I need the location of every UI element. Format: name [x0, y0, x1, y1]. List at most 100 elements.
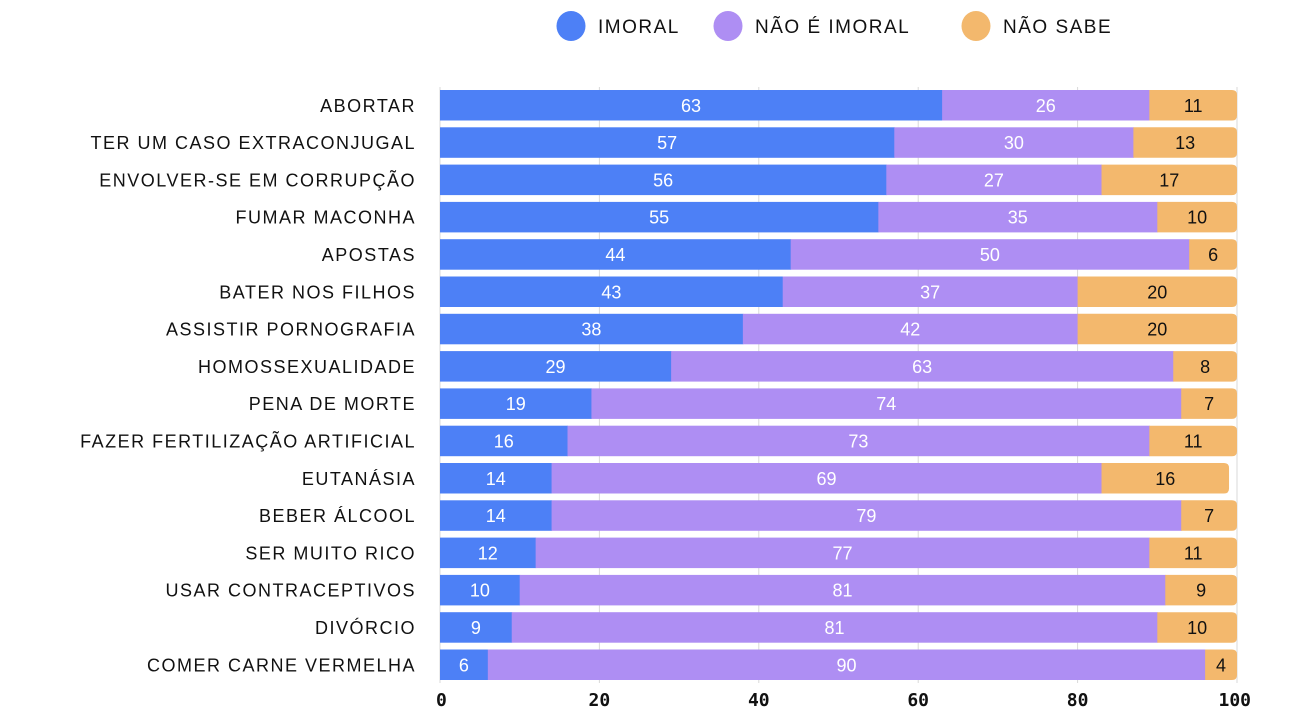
data-label: 44 — [605, 245, 625, 265]
bar-segment — [440, 388, 592, 419]
data-label: 81 — [824, 618, 844, 638]
bar-segment — [782, 276, 1079, 307]
category-label: SER MUITO RICO — [245, 543, 416, 563]
bar-segment — [519, 574, 1166, 606]
bar-segment — [440, 649, 489, 680]
category-label: DIVÓRCIO — [315, 617, 416, 638]
category-label: USAR CONTRACEPTIVOS — [165, 581, 416, 601]
data-label: 7 — [1204, 394, 1214, 414]
data-label: 43 — [601, 282, 621, 302]
bar-segment — [1181, 388, 1237, 419]
data-label: 14 — [486, 506, 506, 526]
bar-segment — [440, 90, 943, 121]
x-tick-label: 80 — [1067, 690, 1089, 711]
category-label: ENVOLVER-SE EM CORRUPÇÃO — [99, 169, 416, 190]
data-label: 38 — [581, 320, 601, 340]
data-label: 20 — [1147, 320, 1167, 340]
data-label: 30 — [1004, 133, 1024, 153]
bar-segment — [790, 239, 1190, 270]
bar-segment — [567, 425, 1150, 457]
data-label: 10 — [1187, 208, 1207, 228]
category-label: FAZER FERTILIZAÇÃO ARTIFICIAL — [80, 430, 416, 451]
bar-segment — [440, 612, 513, 643]
category-label: COMER CARNE VERMELHA — [147, 655, 416, 675]
data-label: 20 — [1147, 282, 1167, 302]
category-label: FUMAR MACONHA — [236, 208, 417, 228]
data-label: 63 — [912, 357, 932, 377]
bar-segment — [942, 90, 1150, 121]
bar-segment — [511, 612, 1158, 643]
bar-segment — [535, 537, 1150, 569]
bar-segment — [878, 201, 1158, 233]
data-label: 6 — [1208, 245, 1218, 265]
bar-segment — [894, 127, 1134, 158]
data-label: 26 — [1036, 96, 1056, 116]
x-tick-label: 60 — [907, 690, 929, 711]
legend-swatch-icon — [713, 11, 743, 41]
bar-segment — [1101, 463, 1230, 494]
data-label: 63 — [681, 96, 701, 116]
legend-label: NÃO É IMORAL — [755, 16, 910, 38]
data-label: 19 — [506, 394, 526, 414]
data-label: 13 — [1175, 133, 1195, 153]
data-label: 42 — [900, 320, 920, 340]
bar-segment — [440, 537, 537, 569]
category-label: BEBER ÁLCOOL — [259, 506, 416, 526]
data-label: 81 — [832, 581, 852, 601]
data-label: 7 — [1204, 506, 1214, 526]
bar-segment — [440, 127, 895, 158]
data-label: 56 — [653, 170, 673, 190]
category-label: ASSISTIR PORNOGRAFIA — [166, 320, 416, 340]
bar-segment — [440, 164, 887, 196]
data-label: 16 — [494, 431, 514, 451]
data-label: 90 — [836, 655, 856, 675]
category-labels: ABORTAR TER UM CASO EXTRACONJUGAL ENVOLVER… — [80, 96, 417, 676]
bar-segment — [440, 201, 879, 233]
x-tick-label: 0 — [436, 690, 447, 711]
category-label: BATER NOS FILHOS — [219, 282, 416, 302]
data-label: 11 — [1184, 431, 1203, 451]
data-label: 69 — [817, 469, 837, 489]
data-label: 35 — [1008, 208, 1028, 228]
bar-segment — [1133, 127, 1237, 158]
bar-segment — [1149, 90, 1237, 121]
bar-segment — [742, 313, 1079, 345]
data-label: 27 — [984, 170, 1004, 190]
bar-segment — [1173, 351, 1237, 382]
data-label: 10 — [470, 581, 490, 601]
bar-segment — [440, 425, 569, 457]
data-label: 57 — [657, 133, 677, 153]
bar-segment — [1101, 164, 1237, 196]
category-label: EUTANÁSIA — [302, 469, 416, 489]
legend-swatch-icon — [961, 11, 991, 41]
x-tick-label: 100 — [1218, 690, 1251, 711]
x-tick-label: 20 — [589, 690, 611, 711]
bar-segment — [671, 351, 1174, 382]
bar-segment — [1077, 276, 1237, 307]
legend-label: IMORAL — [598, 17, 680, 38]
data-label: 9 — [471, 618, 481, 638]
bar-segment — [1165, 574, 1237, 606]
data-label: 29 — [546, 357, 566, 377]
legend-label: NÃO SABE — [1003, 16, 1112, 38]
bar-segment — [1189, 239, 1237, 270]
category-label: PENA DE MORTE — [249, 394, 416, 414]
bars: 63 26 11 57 30 13 56 27 17 55 35 10 44 50 6 43 37 20 38 42 2… — [440, 90, 1237, 680]
bar-segment — [1077, 313, 1237, 345]
bar-segment — [1149, 425, 1237, 457]
data-label: 8 — [1200, 357, 1210, 377]
category-label: ABORTAR — [320, 96, 416, 116]
data-label: 14 — [486, 469, 506, 489]
data-label: 12 — [478, 543, 498, 563]
data-label: 11 — [1184, 543, 1203, 563]
data-label: 74 — [876, 394, 896, 414]
bar-segment — [551, 463, 1103, 494]
data-label: 17 — [1159, 170, 1179, 190]
data-label: 37 — [920, 282, 940, 302]
data-label: 4 — [1216, 655, 1226, 675]
bar-segment — [487, 649, 1206, 680]
bar-segment — [886, 164, 1103, 196]
category-label: TER UM CASO EXTRACONJUGAL — [90, 133, 416, 153]
x-axis-ticks: 0 20 40 60 80 100 — [436, 690, 1251, 711]
